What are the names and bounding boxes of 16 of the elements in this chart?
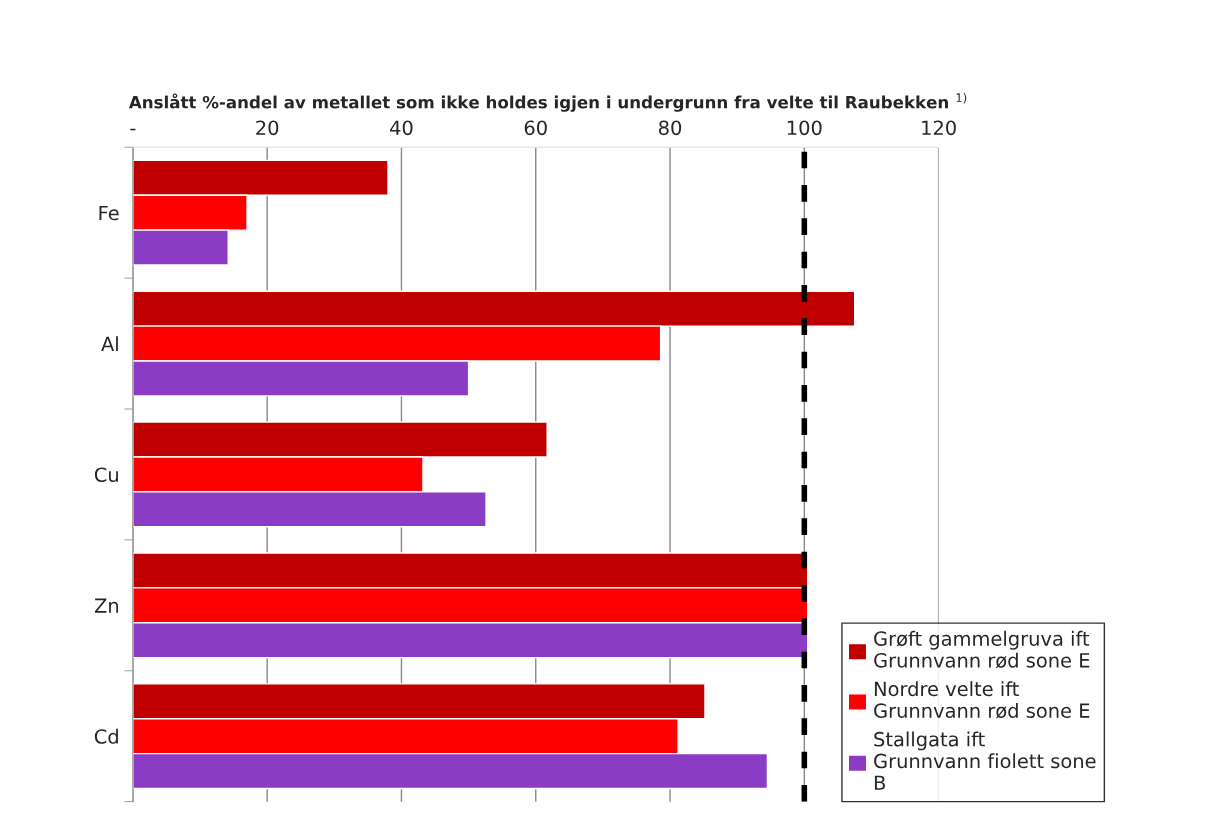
y-tick-label: Cd	[94, 728, 118, 744]
y-tick-label: Al	[101, 336, 118, 351]
y-tick-label: Zn	[94, 598, 119, 613]
legend-label: Grøft gammelgruva ift Grunnvann rød sone E	[874, 630, 1090, 669]
y-tick-label: Fe	[99, 205, 119, 221]
x-tick-label: -	[130, 128, 136, 131]
x-tick-label: 20	[256, 120, 279, 136]
x-tick-label: 100	[787, 120, 822, 136]
chart-title: Anslått %-andel av metallet som ikke holdes igjen i undergrunn fra velte til Raubekken $^{1)}$	[128, 93, 967, 112]
x-tick-label: 60	[524, 120, 547, 136]
legend-label: Nordre velte ift Grunnvann rød sone E	[874, 681, 1090, 719]
legend-label: Stallgata ift Grunnvann fiolett sone B	[874, 731, 1096, 790]
x-tick-label: 80	[658, 120, 682, 136]
y-tick-label: Cu	[94, 467, 118, 483]
x-tick-label: 40	[390, 120, 413, 136]
x-tick-label: 120	[922, 120, 956, 136]
